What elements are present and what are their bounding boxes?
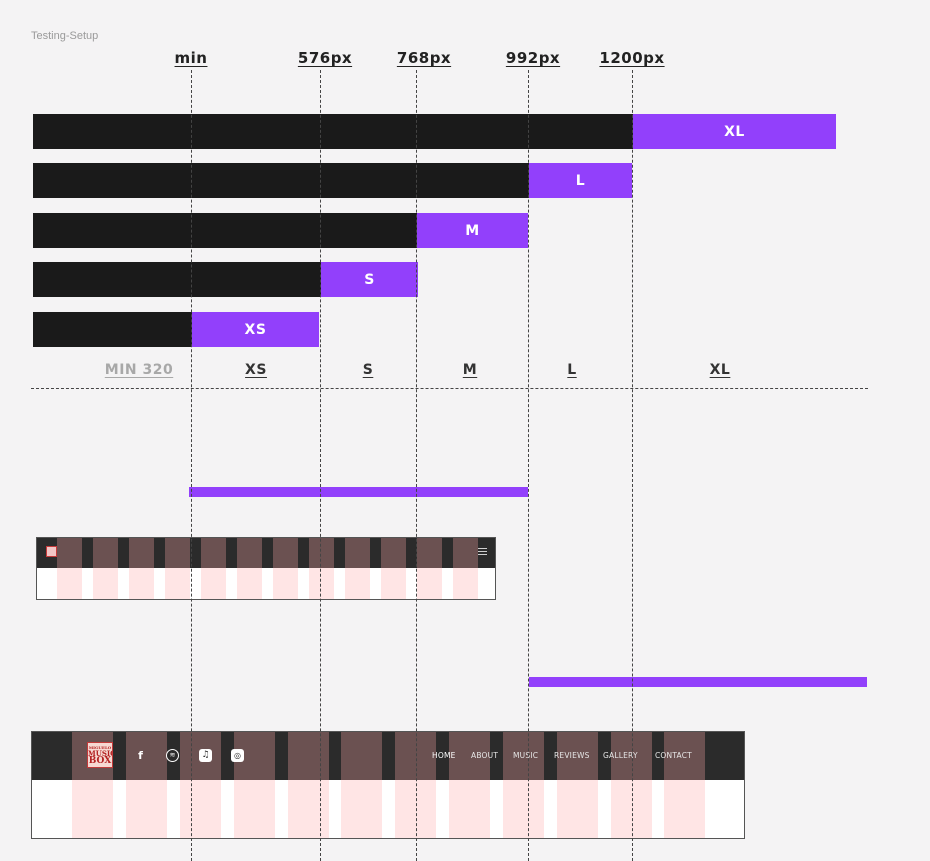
- desktop-mockup: MIGUELO MUSIC BOX f ≋ ♫ ◎ HOME ABOUT MUS…: [31, 731, 745, 839]
- breakpoint-label-min: min: [174, 49, 208, 67]
- facebook-icon[interactable]: f: [138, 749, 143, 762]
- nav-about[interactable]: ABOUT: [471, 751, 499, 760]
- bar-m: M: [417, 213, 528, 248]
- breakpoint-label-1200: 1200px: [599, 49, 665, 67]
- frame-label: Testing-Setup: [31, 30, 99, 42]
- logo-text-line2: MUSIC: [88, 749, 113, 758]
- hamburger-icon[interactable]: [478, 548, 487, 557]
- mobile-mockup: [36, 537, 496, 600]
- bar-xs: XS: [192, 312, 319, 347]
- podcast-icon[interactable]: ◎: [231, 749, 244, 762]
- nav-gallery[interactable]: GALLERY: [603, 751, 638, 760]
- mobile-header: [37, 538, 495, 568]
- bar-s: S: [321, 262, 418, 297]
- guide-992: [528, 70, 529, 861]
- bar-xl-base: [33, 114, 633, 149]
- span-bar-desktop: [529, 677, 867, 687]
- range-label-xs: XS: [245, 362, 267, 378]
- nav-home[interactable]: HOME: [432, 751, 456, 760]
- logo-icon[interactable]: [46, 546, 57, 557]
- range-label-s: S: [362, 362, 374, 378]
- logo-text-line3: BOX: [88, 756, 112, 766]
- guide-min: [191, 70, 192, 861]
- range-label-min: MIN 320: [104, 362, 174, 378]
- range-label-xl: XL: [709, 362, 731, 378]
- bar-l: L: [529, 163, 632, 198]
- bar-xs-base: [33, 312, 192, 347]
- guide-1200: [632, 70, 633, 861]
- bar-l-base: [33, 163, 529, 198]
- spotify-icon[interactable]: ≋: [166, 749, 179, 762]
- apple-music-icon[interactable]: ♫: [199, 749, 212, 762]
- nav-contact[interactable]: CONTACT: [655, 751, 692, 760]
- range-label-l: L: [567, 362, 577, 378]
- range-label-m: M: [462, 362, 478, 378]
- nav-music[interactable]: MUSIC: [513, 751, 539, 760]
- guide-576: [320, 70, 321, 861]
- breakpoint-label-768: 768px: [396, 49, 452, 67]
- desktop-header: [32, 732, 744, 780]
- span-bar-mobile: [189, 487, 528, 497]
- guide-768: [416, 70, 417, 861]
- range-divider: [31, 388, 868, 389]
- nav-reviews[interactable]: REVIEWS: [554, 751, 590, 760]
- bar-m-base: [33, 213, 417, 248]
- breakpoint-label-992: 992px: [505, 49, 561, 67]
- site-logo[interactable]: MIGUELO MUSIC BOX: [87, 742, 113, 768]
- logo-text-line1: MIGUELO: [88, 745, 112, 750]
- breakpoint-label-576: 576px: [297, 49, 353, 67]
- bar-xl: XL: [633, 114, 836, 149]
- bar-s-base: [33, 262, 321, 297]
